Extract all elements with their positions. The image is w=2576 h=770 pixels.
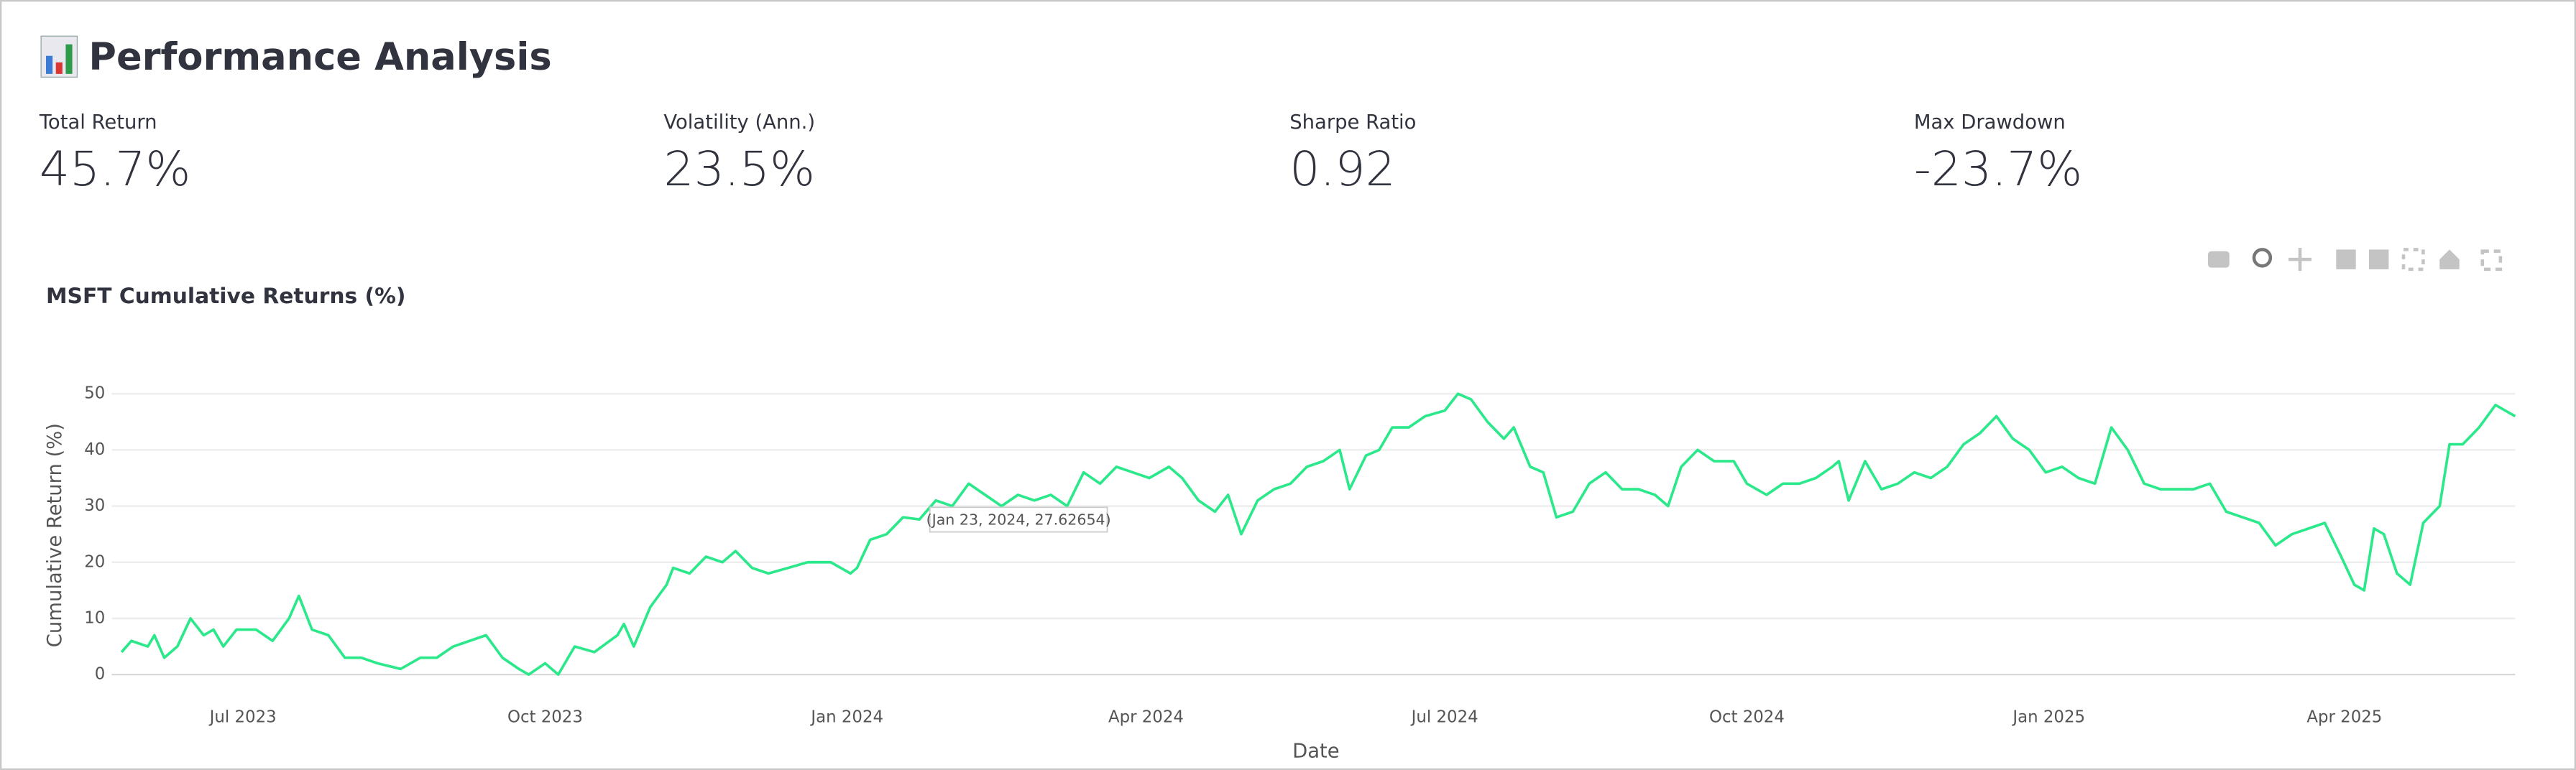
x-tick-label: Jan 2025 xyxy=(2011,708,2085,726)
y-tick-label: 50 xyxy=(84,384,105,403)
metric-value: 0.92 xyxy=(1289,141,1396,197)
metric-label: Max Drawdown xyxy=(1914,111,2066,134)
x-tick-label: Apr 2025 xyxy=(2306,708,2382,726)
y-axis-title: Cumulative Return (%) xyxy=(44,423,66,647)
reset-button[interactable] xyxy=(2439,249,2460,269)
zoom-button[interactable] xyxy=(2252,248,2273,268)
page-title: Performance Analysis xyxy=(88,35,551,79)
pan-button[interactable] xyxy=(2288,248,2312,272)
y-tick-label: 40 xyxy=(84,440,105,459)
x-tick-label: Jan 2024 xyxy=(809,708,883,726)
camera-button[interactable] xyxy=(2208,251,2230,268)
hover-label: (Jan 23, 2024, 27.62654) xyxy=(926,506,1111,533)
x-tick-label: Jul 2023 xyxy=(208,708,277,726)
zoom-in-button[interactable] xyxy=(2336,249,2356,269)
hover-text: (Jan 23, 2024, 27.62654) xyxy=(926,511,1111,529)
x-tick-label: Apr 2024 xyxy=(1108,708,1184,726)
metric-value: -23.7% xyxy=(1914,141,2082,197)
metric-label: Sharpe Ratio xyxy=(1289,111,1416,134)
header-icon xyxy=(40,35,78,78)
metric-label: Volatility (Ann.) xyxy=(663,111,815,134)
zoom-out-button[interactable] xyxy=(2369,249,2389,269)
x-tick-label: Oct 2023 xyxy=(507,708,583,726)
y-tick-label: 30 xyxy=(84,496,105,515)
metric-value: 45.7% xyxy=(40,141,191,197)
x-tick-label: Oct 2024 xyxy=(1709,708,1785,726)
metric-value: 23.5% xyxy=(663,141,815,197)
x-tick-label: Jul 2024 xyxy=(1410,708,1478,726)
y-tick-label: 20 xyxy=(84,552,105,571)
chart-title: MSFT Cumulative Returns (%) xyxy=(46,284,405,309)
x-axis-title: Date xyxy=(1292,740,1340,762)
fullscreen-button[interactable] xyxy=(2480,249,2503,272)
y-tick-label: 10 xyxy=(84,608,105,627)
metric-label: Total Return xyxy=(39,111,157,134)
y-tick-label: 0 xyxy=(95,665,106,684)
autoscale-button[interactable] xyxy=(2401,248,2425,272)
modebar xyxy=(2208,248,2503,272)
hover-box xyxy=(929,506,1108,533)
line-series xyxy=(120,392,2516,676)
